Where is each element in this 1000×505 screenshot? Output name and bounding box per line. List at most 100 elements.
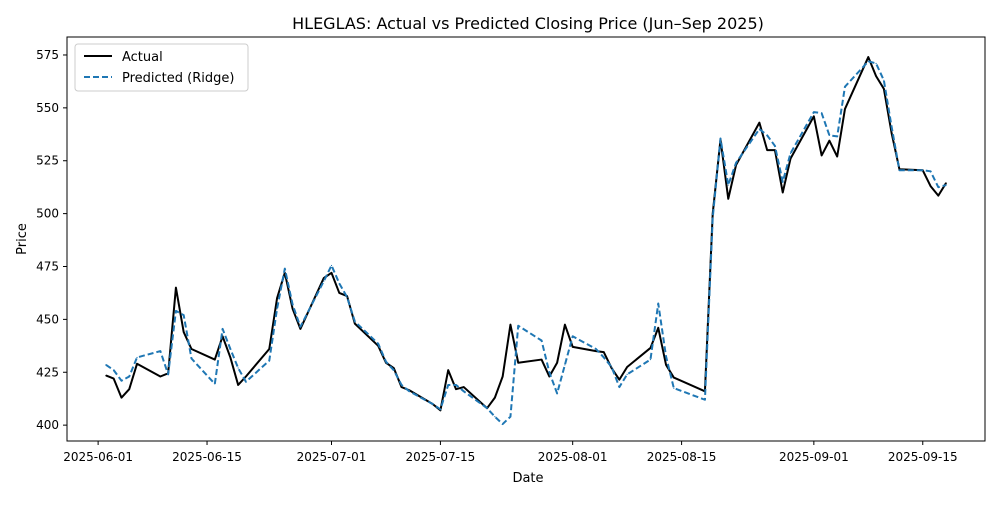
data-point-predicted bbox=[190, 357, 193, 360]
data-point-actual bbox=[393, 367, 395, 369]
data-point-actual bbox=[727, 198, 729, 200]
data-point-actual bbox=[509, 324, 512, 326]
data-point-predicted bbox=[782, 181, 784, 183]
data-point-actual bbox=[626, 366, 628, 368]
y-tick-label: 400 bbox=[36, 418, 59, 432]
data-point-predicted bbox=[167, 373, 169, 375]
x-axis: 2025-06-01 2025-06-15 2025-07-01 2025-07-15… bbox=[63, 441, 958, 464]
data-point-predicted bbox=[509, 416, 512, 418]
data-point-predicted bbox=[735, 162, 737, 164]
data-point-actual bbox=[354, 323, 356, 325]
data-point-predicted bbox=[455, 384, 457, 386]
data-point-actual bbox=[867, 56, 869, 58]
data-point-predicted bbox=[774, 145, 776, 147]
data-point-actual bbox=[758, 122, 760, 124]
x-tick-label: 2025-07-15 bbox=[406, 450, 476, 464]
data-point-actual bbox=[766, 149, 768, 151]
y-tick-label: 525 bbox=[36, 154, 59, 168]
data-point-predicted bbox=[338, 282, 340, 285]
data-point-predicted bbox=[595, 348, 597, 350]
data-point-predicted bbox=[128, 375, 130, 378]
data-point-predicted bbox=[502, 423, 504, 425]
data-point-actual bbox=[813, 115, 815, 117]
data-point-actual bbox=[330, 272, 333, 274]
data-point-predicted bbox=[572, 335, 574, 337]
data-point-predicted bbox=[299, 326, 301, 328]
data-point-predicted bbox=[891, 126, 893, 128]
data-point-predicted bbox=[828, 134, 831, 136]
data-point-actual bbox=[649, 347, 652, 349]
data-point-actual bbox=[821, 154, 823, 157]
x-tick-label: 2025-06-15 bbox=[172, 450, 242, 464]
plot-frame bbox=[66, 36, 986, 442]
data-point-actual bbox=[937, 195, 939, 197]
data-point-predicted bbox=[867, 60, 869, 62]
x-tick-label: 2025-07-01 bbox=[297, 450, 367, 464]
data-point-actual bbox=[564, 324, 566, 326]
x-tick-label: 2025-08-15 bbox=[647, 450, 717, 464]
data-point-actual bbox=[929, 185, 932, 187]
data-point-predicted bbox=[766, 134, 768, 136]
data-point-predicted bbox=[789, 152, 792, 154]
data-point-predicted bbox=[105, 364, 107, 366]
x-tick-label: 2025-06-01 bbox=[63, 450, 133, 464]
data-point-actual bbox=[665, 364, 667, 366]
data-point-predicted bbox=[447, 384, 449, 386]
data-point-predicted bbox=[945, 184, 947, 186]
legend: Actual Predicted (Ridge) bbox=[74, 43, 249, 92]
data-point-actual bbox=[245, 375, 247, 378]
legend-label-predicted: Predicted (Ridge) bbox=[122, 71, 234, 86]
data-point-predicted bbox=[120, 380, 123, 382]
data-point-actual bbox=[214, 358, 216, 361]
data-point-actual bbox=[556, 362, 558, 364]
data-point-predicted bbox=[393, 369, 395, 371]
data-point-predicted bbox=[898, 169, 901, 171]
data-point-actual bbox=[463, 386, 465, 388]
data-point-actual bbox=[891, 132, 893, 134]
data-point-predicted bbox=[292, 303, 294, 306]
data-point-actual bbox=[338, 292, 340, 294]
data-point-predicted bbox=[626, 373, 628, 375]
data-point-predicted bbox=[183, 314, 185, 316]
data-point-actual bbox=[595, 350, 597, 352]
data-point-predicted bbox=[673, 387, 675, 389]
y-axis-label: Price bbox=[15, 223, 30, 255]
legend-label-actual: Actual bbox=[122, 50, 163, 65]
data-point-predicted bbox=[657, 302, 659, 305]
series-line-actual bbox=[105, 56, 947, 412]
series-line-predicted bbox=[105, 60, 947, 426]
data-point-predicted bbox=[175, 310, 177, 312]
data-point-actual bbox=[128, 388, 130, 390]
data-point-predicted bbox=[221, 328, 224, 330]
data-point-predicted bbox=[875, 62, 877, 65]
x-tick-label: 2025-09-01 bbox=[779, 450, 849, 464]
data-point-predicted bbox=[408, 390, 410, 392]
data-point-predicted bbox=[432, 403, 434, 405]
plot-area bbox=[105, 56, 947, 426]
data-point-predicted bbox=[540, 339, 543, 342]
x-tick-label: 2025-08-01 bbox=[538, 450, 608, 464]
y-tick-label: 425 bbox=[36, 365, 59, 379]
data-point-actual bbox=[113, 378, 115, 380]
data-point-actual bbox=[540, 358, 543, 361]
data-point-predicted bbox=[494, 416, 496, 418]
data-point-actual bbox=[276, 297, 278, 299]
data-point-actual bbox=[190, 348, 193, 350]
data-point-actual bbox=[136, 363, 138, 365]
data-point-predicted bbox=[821, 112, 823, 114]
data-point-predicted bbox=[284, 268, 286, 270]
data-point-predicted bbox=[813, 111, 815, 113]
data-point-predicted bbox=[883, 79, 885, 81]
data-point-actual bbox=[159, 375, 161, 378]
data-point-predicted bbox=[346, 296, 348, 298]
data-point-predicted bbox=[229, 348, 231, 350]
data-point-predicted bbox=[214, 383, 216, 385]
y-tick-label: 450 bbox=[36, 312, 59, 326]
data-point-actual bbox=[268, 348, 270, 350]
data-point-predicted bbox=[758, 128, 760, 130]
data-point-actual bbox=[494, 397, 496, 399]
data-point-predicted bbox=[929, 170, 932, 172]
chart-title: HLEGLAS: Actual vs Predicted Closing Pri… bbox=[292, 14, 764, 33]
data-point-actual bbox=[183, 331, 185, 333]
